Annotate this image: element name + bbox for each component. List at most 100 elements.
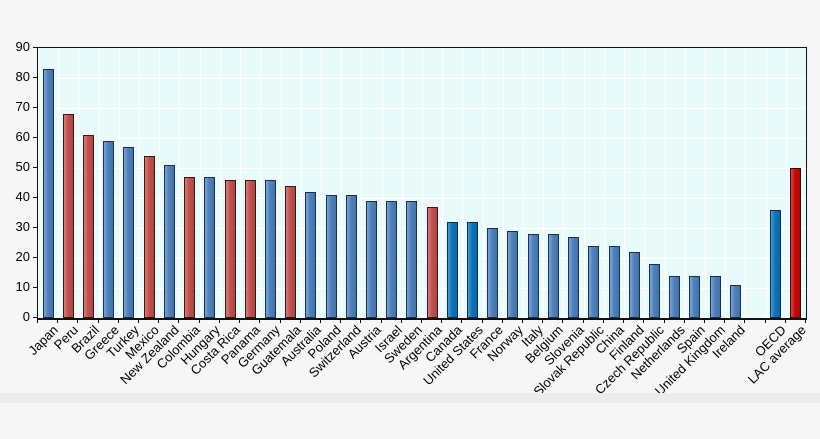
vertical-gridline	[644, 48, 645, 318]
vertical-gridline	[58, 48, 59, 318]
vertical-gridline	[341, 48, 342, 318]
x-tick-mark	[805, 319, 806, 323]
bar-peru	[62, 114, 74, 318]
x-tick-mark	[239, 319, 240, 323]
x-tick-mark	[482, 319, 483, 323]
x-tick-mark	[502, 319, 503, 323]
vertical-gridline	[119, 48, 120, 318]
vertical-gridline	[563, 48, 564, 318]
x-tick-mark	[320, 319, 321, 323]
y-tick-mark	[33, 227, 37, 228]
y-tick-mark	[33, 167, 37, 168]
x-tick-mark	[643, 319, 644, 323]
y-tick-mark	[33, 287, 37, 288]
bar-chart-figure: 0 10 20 30 40 50 60 70 80 90 Japan Peru Brazil Greec…	[0, 39, 820, 403]
bar-netherlands	[669, 276, 681, 318]
x-tick-mark	[381, 319, 382, 323]
bar-china	[608, 246, 620, 318]
window-bottom-strip	[0, 393, 820, 403]
vertical-gridline	[281, 48, 282, 318]
bar-lac-average	[790, 168, 802, 318]
bar-slovak-republic	[588, 246, 600, 318]
x-tick-mark	[744, 319, 745, 323]
x-tick-mark	[280, 319, 281, 323]
x-tick-mark	[138, 319, 139, 323]
bar-slovenia	[568, 237, 580, 318]
x-tick-mark	[704, 319, 705, 323]
x-tick-mark	[219, 319, 220, 323]
bar-france	[487, 228, 499, 318]
x-tick-mark	[401, 319, 402, 323]
vertical-gridline	[240, 48, 241, 318]
bar-germany	[264, 180, 276, 318]
vertical-gridline	[584, 48, 585, 318]
y-tick-label-50: 50	[15, 159, 30, 174]
bar-ireland	[729, 285, 741, 318]
y-tick-mark	[33, 107, 37, 108]
vertical-gridline	[786, 48, 787, 318]
y-tick-mark	[33, 197, 37, 198]
bar-poland	[325, 195, 337, 318]
x-tick-mark	[421, 319, 422, 323]
vertical-gridline	[260, 48, 261, 318]
vertical-gridline	[665, 48, 666, 318]
vertical-gridline	[442, 48, 443, 318]
vertical-gridline	[604, 48, 605, 318]
y-tick-label-70: 70	[15, 99, 30, 114]
x-tick-mark	[300, 319, 301, 323]
bar-brazil	[83, 135, 95, 318]
x-tick-mark	[441, 319, 442, 323]
vertical-gridline	[745, 48, 746, 318]
y-tick-mark	[33, 137, 37, 138]
x-tick-mark	[340, 319, 341, 323]
vertical-gridline	[543, 48, 544, 318]
x-tick-mark	[158, 319, 159, 323]
y-tick-label-40: 40	[15, 189, 30, 204]
bar-argentina	[426, 207, 438, 318]
bar-united-kingdom	[709, 276, 721, 318]
x-tick-mark	[118, 319, 119, 323]
y-tick-label-80: 80	[15, 69, 30, 84]
x-tick-mark	[684, 319, 685, 323]
y-tick-mark	[33, 257, 37, 258]
x-tick-mark	[583, 319, 584, 323]
bar-japan	[42, 69, 54, 318]
plot-area	[37, 47, 807, 320]
x-tick-mark	[765, 319, 766, 323]
y-tick-mark	[33, 77, 37, 78]
y-tick-label-10: 10	[15, 279, 30, 294]
x-tick-mark	[562, 319, 563, 323]
bar-panama	[244, 180, 256, 318]
bar-canada	[446, 222, 458, 318]
vertical-gridline	[705, 48, 706, 318]
bar-australia	[305, 192, 317, 318]
bar-greece	[103, 141, 115, 318]
bar-new-zealand	[163, 165, 175, 318]
x-tick-mark	[360, 319, 361, 323]
vertical-gridline	[301, 48, 302, 318]
vertical-gridline	[99, 48, 100, 318]
vertical-gridline	[766, 48, 767, 318]
vertical-gridline	[179, 48, 180, 318]
x-tick-mark	[664, 319, 665, 323]
bar-costa-rica	[224, 180, 236, 318]
x-tick-mark	[724, 319, 725, 323]
x-tick-mark	[603, 319, 604, 323]
vertical-gridline	[422, 48, 423, 318]
vertical-gridline	[462, 48, 463, 318]
x-tick-mark	[461, 319, 462, 323]
x-tick-mark	[623, 319, 624, 323]
vertical-gridline	[78, 48, 79, 318]
bar-turkey	[123, 147, 135, 318]
vertical-gridline	[220, 48, 221, 318]
x-tick-mark	[785, 319, 786, 323]
y-tick-label-20: 20	[15, 249, 30, 264]
bar-hungary	[204, 177, 216, 318]
bar-belgium	[547, 234, 559, 318]
x-tick-mark	[98, 319, 99, 323]
x-tick-mark	[37, 319, 38, 323]
bar-guatemala	[285, 186, 297, 318]
x-tick-mark	[57, 319, 58, 323]
bar-finland	[628, 252, 640, 318]
vertical-gridline	[503, 48, 504, 318]
